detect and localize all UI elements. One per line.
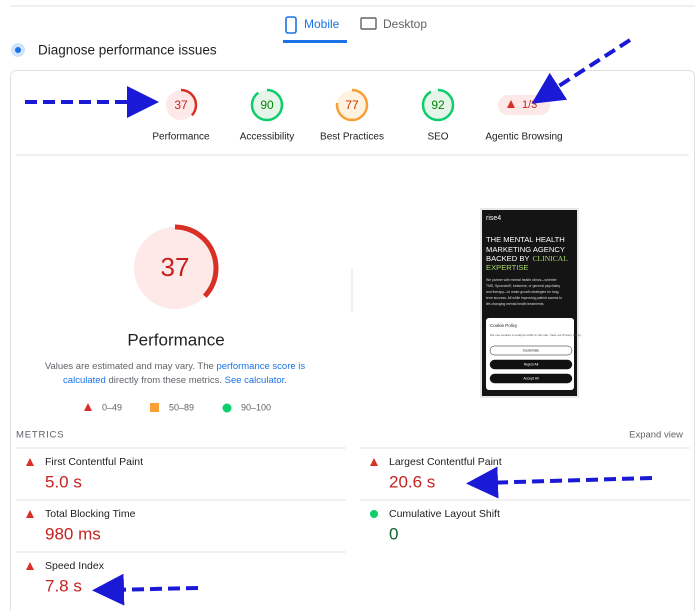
tab-underline xyxy=(283,40,347,43)
note-text: Values are estimated and may vary. The xyxy=(45,361,217,372)
gauge-label: Agentic Browsing xyxy=(485,132,562,143)
preview-headline: BACKED BY CLINICAL xyxy=(486,254,568,263)
note-text: directly from these metrics. xyxy=(106,375,225,386)
gauge-label: Performance xyxy=(152,132,210,143)
preview-button xyxy=(489,345,573,356)
pass-icon xyxy=(370,510,378,518)
annotation-arrow xyxy=(531,38,632,104)
gauge-arc xyxy=(131,224,219,312)
gauge-bg xyxy=(252,90,282,120)
gauge-score: 37 xyxy=(174,98,188,112)
metric-name: Largest Contentful Paint xyxy=(389,456,502,468)
preview-body: term success. All while improving patien… xyxy=(486,296,562,300)
metric-name: Cumulative Layout Shift xyxy=(389,508,500,520)
preview-brand: rise4 xyxy=(486,215,501,222)
main-title: Performance xyxy=(127,330,224,349)
legend-icon xyxy=(222,403,232,413)
metric-name: Speed Index xyxy=(45,560,105,572)
annotation-arrow xyxy=(92,573,199,606)
cookie-text: We use cookies to analyze traffic to thi… xyxy=(490,333,582,337)
agentic-score: 1/3 xyxy=(522,99,537,111)
tab[interactable]: Desktop xyxy=(383,17,427,31)
gauge-label: Accessibility xyxy=(240,132,294,143)
annotation-arrow xyxy=(466,466,653,499)
gauge-bg xyxy=(166,90,196,120)
metric-value: 980 ms xyxy=(45,524,101,543)
preview-body: TMS, Spravato®, ketamine, or general psy… xyxy=(486,284,560,288)
gauge-label: SEO xyxy=(427,132,448,143)
preview-body: life-changing mental health treatments. xyxy=(486,302,544,306)
legend-label: 90–100 xyxy=(241,402,271,412)
metrics-title: METRICS xyxy=(16,430,64,441)
page-preview: rise4 THE MENTAL HEALTH MARKETING AGENCY… xyxy=(480,208,582,398)
gauge-score: 77 xyxy=(345,98,359,112)
gauge-bg xyxy=(337,90,367,120)
note: Values are estimated and may vary. The p… xyxy=(45,361,306,372)
preview-accent: EXPERTISE xyxy=(486,263,529,272)
note-link[interactable]: See calculator xyxy=(225,375,285,386)
fail-icon xyxy=(26,510,34,518)
preview-body: and therapy—to make growth strategies fo… xyxy=(486,290,560,294)
gauge-score: 92 xyxy=(431,98,445,112)
gauge-arc xyxy=(250,88,284,122)
legend-icon xyxy=(84,403,92,411)
preview-button-label: Accept All xyxy=(523,377,539,381)
gauge-arc xyxy=(421,88,455,122)
cookie-title: Cookie Policy xyxy=(490,323,518,328)
main-gauge: 37 xyxy=(131,224,219,312)
preview-button-label: Reject All xyxy=(524,363,539,367)
gauge-arc xyxy=(164,88,198,122)
gauge-bg xyxy=(134,227,216,309)
metric-value: 5.0 s xyxy=(45,472,82,491)
note-link[interactable]: performance score is xyxy=(216,361,305,372)
fail-icon xyxy=(507,100,515,108)
gauge-arc xyxy=(335,88,369,122)
header-icon xyxy=(15,47,21,53)
card xyxy=(10,70,695,611)
fail-icon xyxy=(370,458,378,466)
preview-accent: CLINICAL xyxy=(532,254,568,263)
metric-value: 7.8 s xyxy=(45,576,82,595)
metric-name: Total Blocking Time xyxy=(45,508,136,520)
gauge-score: 37 xyxy=(161,252,190,282)
gauge-bg xyxy=(423,90,453,120)
expand-view[interactable]: Expand view xyxy=(629,430,683,441)
fail-icon xyxy=(26,562,34,570)
preview-headline: THE MENTAL HEALTH xyxy=(486,235,565,244)
section-title: Diagnose performance issues xyxy=(38,43,217,58)
note-text: . xyxy=(284,375,287,386)
metric-value: 20.6 s xyxy=(389,472,435,491)
gauge-score: 90 xyxy=(260,98,274,112)
preview-headline: BACKED BY xyxy=(486,254,529,263)
desktop-icon xyxy=(360,17,377,30)
legend-icon xyxy=(150,403,159,412)
preview-button xyxy=(489,373,573,384)
preview-headline: MARKETING AGENCY xyxy=(486,245,565,254)
metric-name: First Contentful Paint xyxy=(45,456,143,468)
note: calculated directly from these metrics. … xyxy=(63,375,287,386)
preview-button-label: Customize xyxy=(523,349,540,353)
preview-button xyxy=(489,359,573,370)
mobile-icon xyxy=(285,16,297,34)
metric-value: 0 xyxy=(389,524,398,543)
gauge-label: Best Practices xyxy=(320,132,384,143)
note-link[interactable]: calculated xyxy=(63,375,106,386)
preview-body: We partner with mental health clinics—wh… xyxy=(486,278,557,282)
legend-label: 0–49 xyxy=(102,402,122,412)
legend-label: 50–89 xyxy=(169,402,194,412)
tab[interactable]: Mobile xyxy=(304,17,340,31)
fail-icon xyxy=(26,458,34,466)
